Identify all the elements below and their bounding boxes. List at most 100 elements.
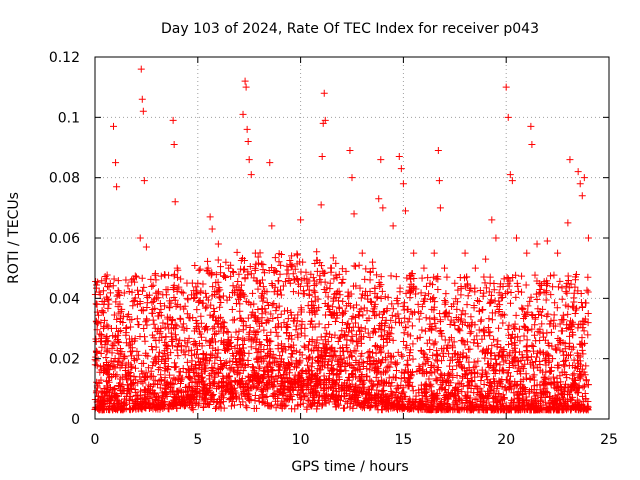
noise-point [488,349,496,357]
noise-point [176,336,184,344]
noise-point [403,341,411,349]
noise-point [283,270,291,278]
noise-point [376,282,384,290]
noise-point [515,348,523,356]
noise-point [339,343,347,351]
noise-point [291,276,299,284]
noise-point [496,367,504,375]
noise-point [409,387,417,395]
noise-point [564,310,572,318]
noise-point [216,357,224,365]
data-point [350,210,358,218]
noise-point [349,404,357,412]
noise-point [398,352,406,360]
noise-point [534,327,542,335]
noise-point [132,273,140,281]
noise-point [161,338,169,346]
noise-point [224,328,232,336]
noise-point [140,401,148,409]
noise-point [204,257,212,265]
noise-point [534,349,542,357]
noise-point [543,287,551,295]
noise-point [191,294,199,302]
noise-point [467,285,475,293]
noise-point [366,376,374,384]
noise-point [177,315,185,323]
noise-point [430,406,438,414]
noise-point [221,272,229,280]
noise-point [549,355,557,363]
noise-point [544,339,552,347]
noise-point [485,401,493,409]
noise-point [227,272,235,280]
data-point [578,192,586,200]
noise-point [437,370,445,378]
noise-point [578,334,586,342]
noise-point [477,376,485,384]
noise-point [251,392,259,400]
noise-point [187,390,195,398]
noise-point [162,390,170,398]
noise-point [161,347,169,355]
data-point [533,240,541,248]
noise-point [348,380,356,388]
noise-point [199,280,207,288]
noise-point [454,286,462,294]
noise-point [245,396,253,404]
noise-point [328,361,336,369]
noise-point [165,303,173,311]
noise-point [432,324,440,332]
noise-point [446,362,454,370]
noise-point [224,336,232,344]
noise-point [195,266,203,274]
noise-point [476,287,484,295]
noise-point [480,398,488,406]
noise-point [294,311,302,319]
noise-point [262,308,270,316]
data-point [471,264,479,272]
noise-point [151,359,159,367]
noise-point [154,396,162,404]
noise-point [363,389,371,397]
noise-point [449,365,457,373]
noise-point [97,319,105,327]
noise-point [338,265,346,273]
noise-point [369,382,377,390]
noise-point [134,290,142,298]
noise-point [236,300,244,308]
noise-point [430,362,438,370]
noise-point [438,330,446,338]
noise-point [316,391,324,399]
data-point [137,65,145,73]
noise-point [92,353,100,361]
noise-point [518,405,526,413]
noise-point [581,389,589,397]
noise-point [276,352,284,360]
noise-point [406,283,414,291]
noise-point [574,359,582,367]
noise-point [147,275,155,283]
noise-point [417,346,425,354]
noise-point [211,330,218,338]
data-point [434,147,442,155]
noise-point [198,333,206,341]
noise-point [222,387,230,395]
noise-point [188,379,196,387]
noise-point [518,304,526,312]
noise-point [136,332,144,340]
noise-point [496,378,504,386]
noise-point [220,338,228,346]
noise-point [112,298,120,306]
noise-point [400,306,408,314]
noise-point [487,291,495,299]
noise-point [286,374,294,382]
noise-point [404,361,412,369]
noise-point [95,379,103,387]
noise-point [392,360,400,368]
noise-point [305,355,313,363]
noise-point [475,326,483,334]
noise-point [100,389,108,397]
data-point [140,177,148,185]
noise-point [263,379,271,387]
noise-point [317,348,325,356]
